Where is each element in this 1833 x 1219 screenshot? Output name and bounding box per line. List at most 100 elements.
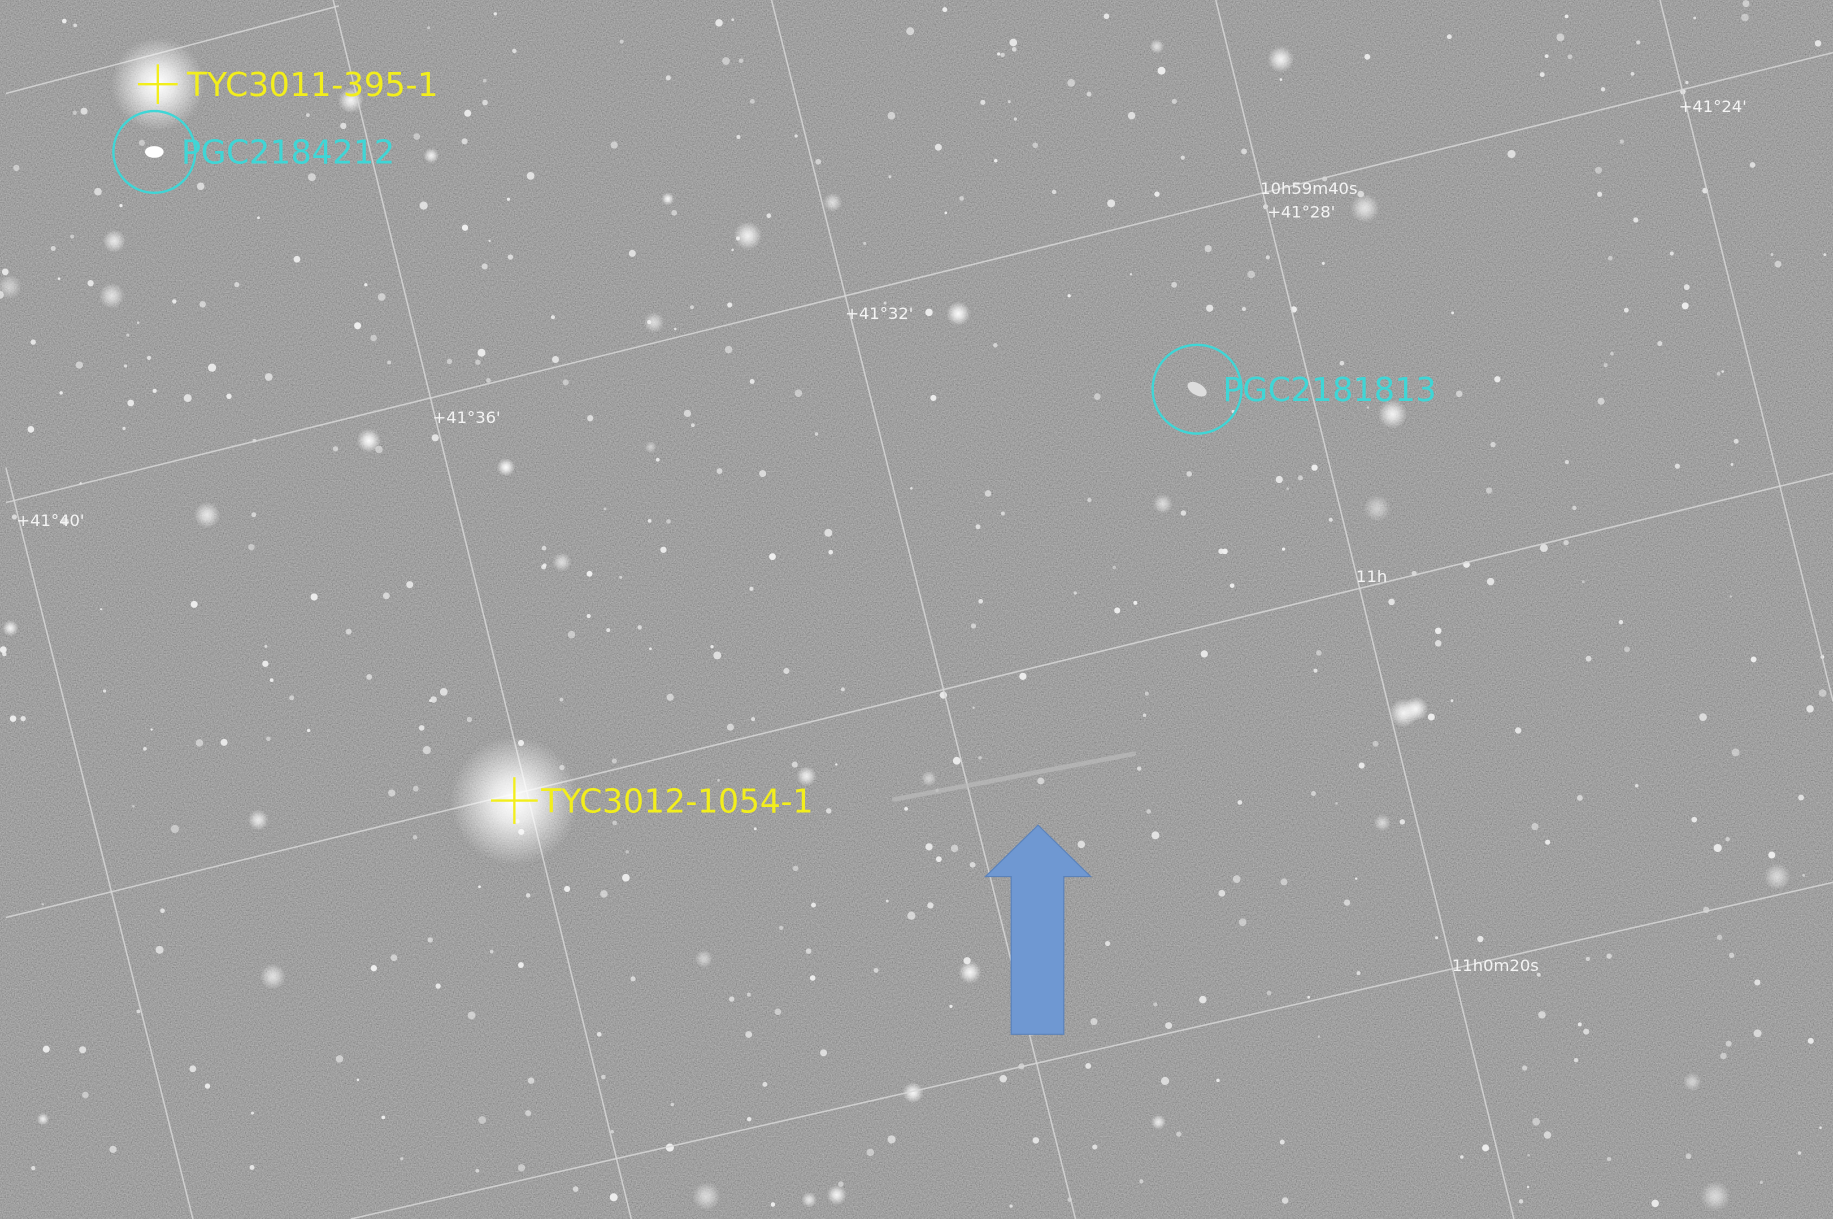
star bbox=[835, 763, 837, 765]
star bbox=[806, 948, 812, 954]
star bbox=[132, 805, 135, 808]
star bbox=[783, 668, 789, 674]
star bbox=[1068, 294, 1071, 297]
galaxy bbox=[145, 146, 164, 158]
star bbox=[1364, 495, 1391, 522]
star bbox=[573, 1186, 579, 1192]
star bbox=[13, 165, 19, 171]
star bbox=[661, 192, 674, 205]
star bbox=[736, 135, 740, 139]
star bbox=[1335, 802, 1338, 805]
star bbox=[467, 717, 472, 722]
star bbox=[1322, 262, 1325, 265]
star bbox=[1538, 1011, 1545, 1018]
star bbox=[767, 213, 772, 218]
star bbox=[383, 592, 390, 599]
star bbox=[1218, 890, 1225, 897]
star bbox=[1717, 372, 1721, 376]
star bbox=[234, 282, 239, 287]
star bbox=[294, 256, 301, 263]
star bbox=[430, 696, 437, 703]
star bbox=[423, 746, 431, 754]
star bbox=[310, 593, 317, 600]
star bbox=[475, 360, 480, 365]
star bbox=[59, 391, 63, 395]
star bbox=[1764, 863, 1791, 890]
star bbox=[826, 808, 831, 813]
grid-label: 10h59m40s bbox=[1260, 179, 1357, 198]
star bbox=[1154, 191, 1159, 196]
star bbox=[754, 827, 757, 830]
star bbox=[1373, 741, 1379, 747]
star bbox=[428, 937, 433, 942]
star bbox=[810, 975, 816, 981]
star bbox=[1527, 1154, 1530, 1157]
star bbox=[184, 394, 192, 402]
star bbox=[1172, 99, 1177, 104]
star bbox=[564, 886, 570, 892]
star bbox=[1094, 393, 1101, 400]
star bbox=[886, 900, 889, 903]
star bbox=[100, 608, 102, 610]
star bbox=[197, 183, 204, 190]
star bbox=[1181, 156, 1185, 160]
star bbox=[194, 502, 220, 528]
star bbox=[1610, 352, 1614, 356]
star bbox=[666, 75, 671, 80]
star bbox=[690, 305, 694, 309]
star bbox=[357, 429, 381, 453]
star bbox=[691, 423, 695, 427]
star bbox=[946, 302, 970, 326]
star bbox=[792, 762, 798, 768]
star bbox=[568, 631, 575, 638]
star bbox=[1153, 494, 1173, 514]
star bbox=[1364, 54, 1370, 60]
star bbox=[1636, 40, 1640, 44]
star bbox=[597, 1032, 602, 1037]
star bbox=[717, 468, 723, 474]
star bbox=[936, 856, 942, 862]
star bbox=[1230, 583, 1235, 588]
star bbox=[644, 312, 665, 333]
star bbox=[1754, 979, 1760, 985]
star bbox=[478, 349, 486, 357]
star bbox=[674, 328, 677, 331]
star bbox=[1151, 831, 1159, 839]
star bbox=[270, 678, 274, 682]
star bbox=[1577, 795, 1583, 801]
star bbox=[1316, 650, 1322, 656]
star bbox=[695, 950, 713, 968]
star bbox=[1819, 1126, 1822, 1129]
star bbox=[1572, 506, 1576, 510]
star bbox=[419, 725, 425, 731]
star bbox=[371, 965, 377, 971]
star bbox=[1808, 1038, 1814, 1044]
star bbox=[364, 283, 367, 286]
star bbox=[208, 364, 216, 372]
star bbox=[811, 903, 816, 908]
star bbox=[620, 40, 624, 44]
star bbox=[1280, 78, 1283, 81]
star bbox=[1085, 1063, 1091, 1069]
star bbox=[629, 250, 636, 257]
star bbox=[1435, 640, 1442, 647]
star bbox=[560, 698, 564, 702]
star bbox=[739, 58, 744, 63]
star bbox=[336, 1055, 343, 1062]
star bbox=[959, 196, 964, 201]
star bbox=[221, 739, 228, 746]
star bbox=[1486, 487, 1492, 493]
star bbox=[622, 874, 630, 882]
star bbox=[1545, 54, 1549, 58]
star bbox=[462, 225, 468, 231]
star bbox=[1734, 439, 1739, 444]
star bbox=[20, 716, 25, 721]
star bbox=[1684, 284, 1690, 290]
star bbox=[1165, 1022, 1172, 1029]
star bbox=[1751, 656, 1757, 662]
star bbox=[747, 993, 751, 997]
star bbox=[153, 389, 157, 393]
star bbox=[109, 1146, 116, 1153]
star bbox=[769, 553, 776, 560]
star bbox=[1216, 1079, 1220, 1083]
